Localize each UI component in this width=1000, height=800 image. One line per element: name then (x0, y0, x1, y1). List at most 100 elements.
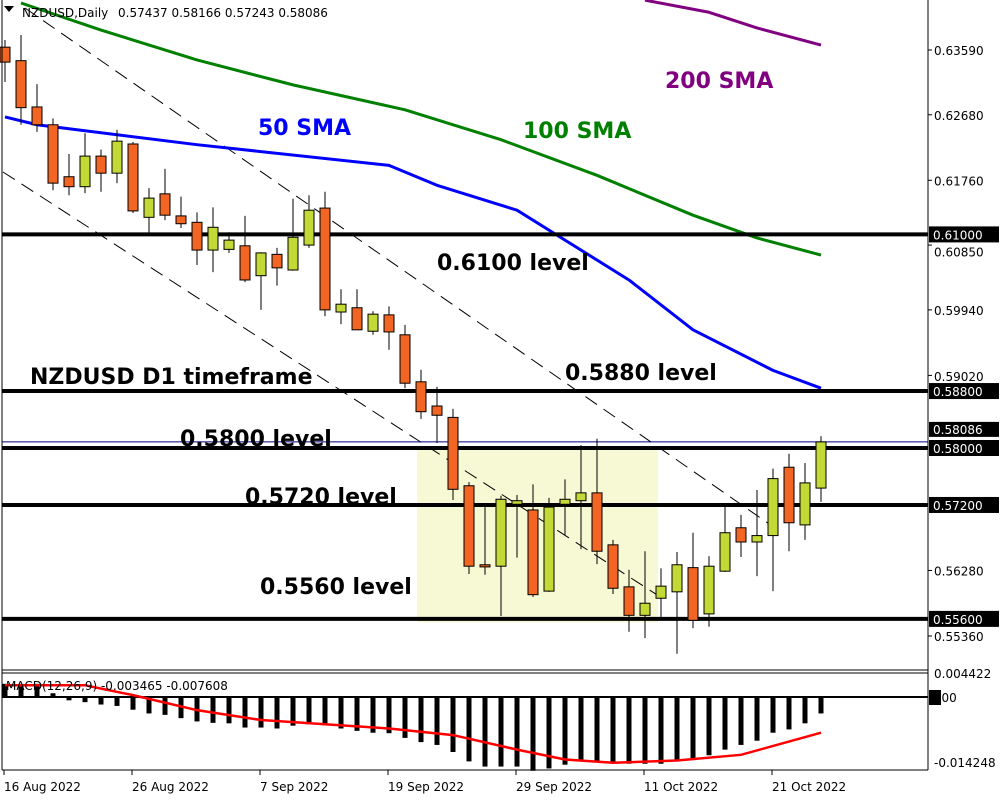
collapse-arrow-icon[interactable] (4, 6, 14, 12)
bull-candle-body (143, 197, 155, 218)
annotations: 200 SMA 100 SMA 50 SMA 0.6100 level NZDU… (30, 69, 773, 600)
timeframe-annotation: NZDUSD D1 timeframe (30, 365, 313, 390)
macd-histogram-bar (530, 697, 536, 771)
price-tick-label: 0.56280 (934, 564, 984, 578)
candle (447, 408, 459, 500)
macd-histogram-bar (690, 697, 696, 760)
candle (687, 532, 699, 629)
macd-histogram-bar (226, 697, 232, 724)
macd-histogram-bar (66, 697, 72, 701)
candle (111, 129, 123, 184)
level-label-box (929, 383, 999, 400)
macd-histogram-bar (658, 697, 664, 764)
bear-candle-body (687, 567, 699, 621)
bull-candle-body (815, 441, 827, 489)
bull-candle-body (367, 313, 379, 332)
candle (271, 247, 283, 286)
bull-candle-body (575, 492, 587, 502)
bull-candle-body (703, 565, 715, 615)
date-tick-label: 7 Sep 2022 (260, 780, 328, 794)
bear-candle-body (15, 60, 27, 109)
candle (639, 551, 651, 639)
date-tick-label: 16 Aug 2022 (4, 780, 81, 794)
price-axis: 0.63590 0.62680 0.61760 0.60850 0.59940 0.590… (928, 44, 984, 644)
level-label-box (929, 226, 999, 243)
macd-histogram-bar (98, 697, 104, 705)
bull-candle-body (767, 478, 779, 537)
macd-histogram-bar (610, 697, 616, 764)
date-tick-label: 29 Sep 2022 (516, 780, 592, 794)
bull-candle-body (79, 155, 91, 188)
bear-candle-body (607, 544, 619, 589)
candle (159, 168, 171, 221)
candle (415, 369, 427, 419)
candle (351, 289, 363, 331)
bull-candle-body (223, 239, 235, 250)
level-0572-label: 0.5720 level (245, 485, 397, 510)
candle (303, 195, 315, 248)
macd-histogram-bar (210, 697, 216, 723)
candle (511, 495, 523, 558)
macd-signal-line (5, 684, 822, 765)
level-axis-label: 0.61000 (933, 228, 983, 242)
candle (463, 482, 475, 575)
macd-histogram-bar (434, 697, 440, 745)
bear-candle-body (591, 492, 603, 552)
macd-histogram-bar (50, 693, 56, 697)
bear-candle-body (175, 215, 187, 225)
candle (655, 568, 667, 621)
macd-histogram-bar (754, 697, 760, 741)
bear-candle-body (191, 221, 203, 251)
bull-candle-body (543, 506, 555, 592)
sma50-label: 50 SMA (258, 116, 351, 141)
bear-candle-body (447, 416, 459, 490)
candle (367, 311, 379, 335)
macd-histogram-bar (642, 697, 648, 764)
bull-candle-body (655, 585, 667, 599)
bull-candle-body (511, 500, 523, 505)
candle (735, 514, 747, 557)
macd-histogram-bar (146, 697, 152, 714)
bear-candle-body (47, 124, 59, 184)
level-label-box (929, 496, 999, 513)
candle (31, 84, 43, 132)
macd-histogram-bar (290, 697, 296, 726)
bull-candle-body (287, 236, 299, 271)
candle (623, 569, 635, 632)
candle (191, 212, 203, 266)
candle (479, 504, 491, 575)
macd-histogram-bar (818, 697, 824, 714)
date-tick-label: 19 Sep 2022 (388, 780, 464, 794)
macd-histogram-bar (498, 697, 504, 767)
current-price-label: 0.58086 (933, 423, 983, 437)
bear-candle-body (623, 586, 635, 616)
bear-candle-body (463, 485, 475, 567)
candle (287, 198, 299, 271)
level-0580-label: 0.5800 level (180, 427, 332, 452)
sma-line-100 (20, 1, 822, 257)
date-tick-label: 21 Oct 2022 (772, 780, 846, 794)
date-tick-label: 11 Oct 2022 (644, 780, 718, 794)
macd-panel: 0.004422 0.00 -0.014248 (2, 667, 996, 771)
macd-histogram-bar (786, 697, 792, 730)
bull-candle-body (495, 498, 507, 567)
candle (399, 324, 411, 389)
bear-candle-body (159, 193, 171, 216)
bear-candle-body (735, 527, 747, 543)
level-axis-label: 0.58000 (933, 442, 983, 456)
bear-candle-body (63, 176, 75, 188)
bull-candle-body (639, 602, 651, 616)
bull-candle-body (303, 209, 315, 246)
macd-histogram-bar (82, 697, 88, 703)
bull-candle-body (255, 252, 267, 277)
bear-candle-body (271, 253, 283, 269)
bear-candle-body (783, 466, 795, 524)
macd-histogram-bar (274, 697, 280, 729)
candle (335, 289, 347, 325)
candle (63, 153, 75, 196)
candle (703, 556, 715, 627)
macd-histogram-bar (18, 683, 24, 697)
candle (79, 133, 91, 194)
sma100-label: 100 SMA (523, 119, 631, 144)
candle (543, 497, 555, 592)
